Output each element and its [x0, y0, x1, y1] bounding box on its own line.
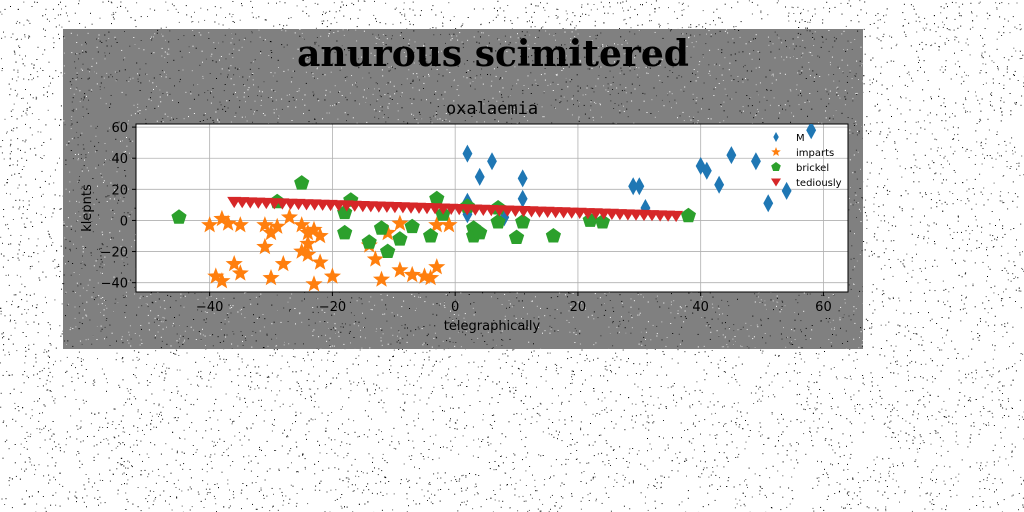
data-point-imparts — [201, 216, 219, 233]
data-point-imparts — [293, 242, 311, 259]
x-tick-label: 40 — [692, 300, 709, 315]
data-point-m — [634, 177, 645, 196]
data-point-m — [806, 124, 817, 140]
series-tediously — [227, 196, 684, 223]
data-point-imparts — [213, 272, 231, 289]
data-marks — [171, 124, 817, 292]
data-point-m — [726, 146, 737, 165]
data-point-imparts — [256, 237, 274, 255]
plot-title: oxalaemia — [446, 99, 538, 119]
y-tick-label: 40 — [111, 152, 128, 167]
data-point-imparts — [428, 258, 446, 275]
data-point-imparts — [231, 264, 249, 281]
data-point-imparts — [299, 234, 317, 252]
data-point-imparts — [225, 255, 243, 272]
data-point-brickel — [423, 228, 439, 243]
data-point-brickel — [429, 190, 445, 206]
data-point-imparts — [231, 216, 249, 233]
legend-label-brickel: brickel — [796, 163, 829, 174]
data-point-imparts — [274, 255, 292, 272]
x-tick-label: −40 — [196, 300, 223, 315]
y-axis-label: klepnts — [80, 184, 95, 232]
data-point-brickel — [294, 175, 310, 190]
data-point-brickel — [508, 229, 525, 244]
grid — [136, 124, 848, 292]
y-tick-label: −40 — [101, 277, 128, 292]
x-tick-label: 0 — [451, 300, 459, 315]
data-point-tediously — [669, 210, 684, 223]
data-point-m — [517, 169, 528, 188]
figure-suptitle: anurous scimitered — [297, 33, 689, 75]
data-point-imparts — [422, 269, 440, 286]
plot-frame — [135, 123, 849, 293]
data-point-imparts — [268, 217, 286, 234]
data-point-brickel — [361, 234, 377, 249]
legend-label-tediously: tediously — [796, 178, 842, 189]
scatter-chart: −40 −20 0 20 40 60 −40 −20 0 20 40 60 oxalaemia teleg… — [80, 99, 849, 334]
data-point-imparts — [293, 216, 311, 233]
data-point-brickel — [392, 231, 408, 246]
data-point-imparts — [207, 267, 225, 284]
x-tick-label: 20 — [570, 300, 587, 315]
data-point-brickel — [337, 224, 353, 240]
legend-marker-tediously — [771, 178, 781, 187]
y-tick-label: −20 — [101, 246, 128, 261]
x-tick-label: −20 — [319, 300, 346, 315]
data-point-m — [474, 167, 485, 186]
data-point-imparts — [299, 245, 317, 262]
data-point-m — [628, 177, 639, 196]
data-point-brickel — [545, 228, 561, 243]
data-point-m — [701, 161, 712, 180]
legend-label-m: M — [796, 133, 805, 144]
data-point-imparts — [311, 253, 329, 270]
data-point-brickel — [490, 214, 506, 229]
data-point-imparts — [440, 216, 458, 233]
data-point-brickel — [472, 224, 488, 240]
data-point-brickel — [404, 218, 420, 234]
data-point-brickel — [373, 220, 390, 235]
data-point-brickel — [680, 207, 696, 223]
data-point-imparts — [391, 261, 409, 278]
data-point-imparts — [403, 265, 421, 283]
data-point-brickel — [171, 209, 187, 224]
legend-label-imparts: imparts — [796, 148, 834, 159]
data-point-imparts — [391, 214, 409, 231]
data-point-brickel — [380, 243, 396, 258]
data-point-m — [714, 175, 725, 194]
legend-marker-imparts — [771, 147, 781, 156]
data-point-m — [517, 189, 528, 208]
data-point-imparts — [311, 227, 329, 244]
data-point-imparts — [299, 223, 317, 241]
legend-marker-brickel — [771, 162, 781, 171]
data-point-m — [763, 194, 774, 213]
figure-panel: anurous scimitered −40 −20 0 20 40 60 −40 −20 0 2… — [63, 29, 863, 349]
data-point-imparts — [373, 270, 391, 287]
data-point-imparts — [280, 208, 298, 225]
y-tick-label: 20 — [111, 183, 128, 198]
y-tick-label: 0 — [120, 214, 128, 229]
data-point-m — [462, 144, 473, 163]
data-point-imparts — [323, 267, 341, 284]
data-point-imparts — [262, 223, 280, 241]
data-point-imparts — [305, 275, 323, 292]
data-point-m — [487, 152, 497, 171]
data-point-imparts — [305, 220, 323, 238]
legend-marker-m — [773, 132, 779, 142]
data-point-m — [751, 152, 761, 171]
data-point-imparts — [428, 216, 446, 233]
data-point-brickel — [515, 214, 531, 229]
data-point-imparts — [219, 214, 237, 231]
x-axis-label: telegraphically — [444, 319, 541, 334]
data-point-imparts — [256, 216, 274, 233]
series-m — [462, 124, 817, 227]
data-point-imparts — [213, 209, 231, 227]
data-point-brickel — [594, 214, 611, 229]
y-tick-label: 60 — [111, 121, 128, 136]
data-point-imparts — [366, 250, 384, 267]
data-point-imparts — [262, 269, 280, 286]
data-point-imparts — [379, 223, 397, 241]
data-point-m — [781, 181, 792, 200]
x-tick-label: 60 — [815, 300, 832, 315]
